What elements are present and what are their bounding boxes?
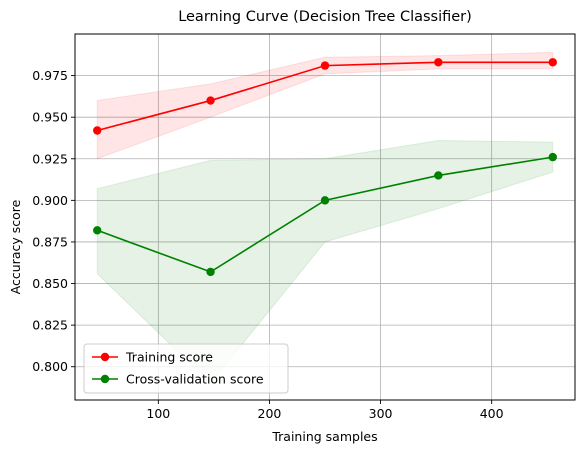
y-tick-label: 0.875 — [32, 234, 68, 249]
y-tick-label: 0.975 — [32, 68, 68, 83]
data-point — [434, 171, 443, 180]
y-tick-label: 0.850 — [32, 276, 68, 291]
data-point — [93, 126, 102, 135]
y-tick-label: 0.800 — [32, 359, 68, 374]
data-point — [548, 58, 557, 67]
legend: Training score Cross-validation score — [83, 343, 289, 394]
data-point — [320, 196, 330, 205]
legend-box — [83, 343, 289, 394]
y-tick-label: 0.900 — [32, 193, 68, 208]
chart-title: Learning Curve (Decision Tree Classifier… — [178, 9, 472, 25]
plot-area: 100 200 300 400 0.800 0.825 0.850 0.875 0.900 0.9… — [32, 33, 576, 421]
legend-label-1: Cross-validation score — [126, 372, 264, 387]
legend-marker-0 — [100, 352, 110, 362]
legend-label-0: Training score — [125, 350, 213, 365]
y-tick-label: 0.825 — [32, 318, 68, 333]
data-point — [434, 58, 443, 67]
x-tick-label: 200 — [258, 406, 282, 421]
data-point — [320, 61, 330, 70]
data-point — [206, 96, 215, 105]
legend-marker-1 — [100, 374, 110, 384]
axes-frame — [74, 33, 576, 401]
x-tick-label: 100 — [146, 406, 170, 421]
data-point — [206, 267, 215, 277]
data-point — [548, 152, 557, 162]
y-tick-label: 0.925 — [32, 151, 68, 166]
y-axis-label: Accuracy score — [8, 199, 23, 294]
x-tick-label: 300 — [369, 406, 393, 421]
y-tick-label: 0.950 — [32, 110, 68, 125]
x-tick-label: 400 — [480, 406, 504, 421]
data-point — [93, 226, 102, 235]
x-axis-label: Training samples — [271, 429, 377, 444]
